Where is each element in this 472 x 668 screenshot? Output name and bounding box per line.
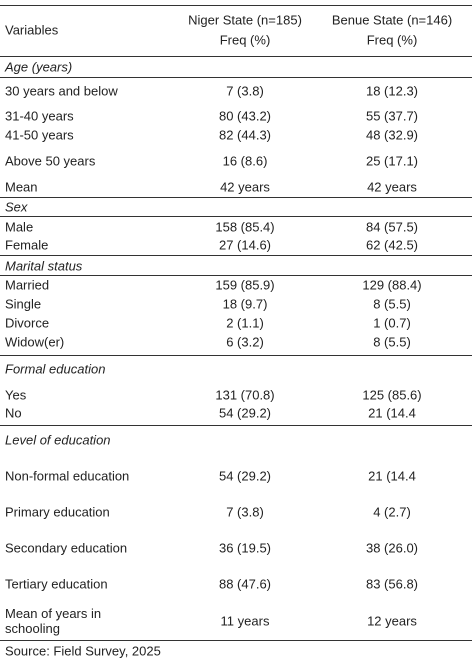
cell: 27 (14.6) [218,237,272,253]
cell: 80 (43.2) [218,108,272,124]
row-label: Mean of years in schooling [5,606,102,636]
row-label: No [5,405,22,421]
row-label: Secondary education [5,540,128,556]
section-title: Level of education [5,432,111,448]
cell: 2 (1.1) [226,315,264,331]
section-title: Formal education [5,361,106,377]
cell: 18 (12.3) [365,83,419,99]
cell: 125 (85.6) [362,387,422,403]
cell: 21 (14.4 [368,468,416,484]
section-title: Marital status [5,258,83,274]
column-header: Variables [5,22,59,38]
cell: 38 (26.0) [365,540,419,556]
rule [0,216,472,217]
cell: 36 (19.5) [218,540,272,556]
rule [0,640,472,641]
cell: 7 (3.8) [226,504,264,520]
row-label: 41-50 years [5,127,74,143]
cell: 82 (44.3) [218,127,272,143]
cell: 8 (5.5) [373,296,411,312]
column-header: Niger State (n=185) [188,12,302,28]
cell: 42 years [220,179,270,195]
cell: 54 (29.2) [218,405,272,421]
row-label: Mean [5,179,38,195]
row-label: Male [5,219,34,235]
cell: 11 years [220,613,270,629]
cell: 42 years [367,179,417,195]
cell: 131 (70.8) [215,387,275,403]
row-label: Divorce [5,315,50,331]
section-title: Age (years) [5,59,73,75]
cell: 62 (42.5) [365,237,419,253]
cell: 6 (3.2) [226,334,264,350]
column-subheader: Freq (%) [366,32,418,48]
row-label: Widow(er) [5,334,65,350]
cell: 48 (32.9) [365,127,419,143]
row-label: Yes [5,387,27,403]
row-label: 31-40 years [5,108,74,124]
column-subheader: Freq (%) [219,32,271,48]
cell: 21 (14.4 [368,405,416,421]
rule [0,197,472,198]
row-label: Female [5,237,49,253]
column-header: Benue State (n=146) [331,12,453,28]
cell: 12 years [367,613,417,629]
cell: 4 (2.7) [373,504,411,520]
cell: 25 (17.1) [365,153,419,169]
rule [0,255,472,256]
section-title: Sex [5,199,28,215]
row-label: Primary education [5,504,110,520]
source-note: Source: Field Survey, 2025 [5,643,161,659]
rule [0,275,472,276]
row-label: Above 50 years [5,153,96,169]
cell: 1 (0.7) [373,315,411,331]
cell: 84 (57.5) [365,219,419,235]
cell: 18 (9.7) [222,296,268,312]
rule [0,56,472,57]
rule [0,425,472,426]
row-label: Non-formal education [5,468,130,484]
rule [0,5,472,6]
cell: 129 (88.4) [362,277,422,293]
cell: 159 (85.9) [215,277,275,293]
cell: 7 (3.8) [226,83,264,99]
rule [0,355,472,356]
row-label: 30 years and below [5,83,118,99]
cell: 54 (29.2) [218,468,272,484]
row-label: Married [5,277,50,293]
cell: 88 (47.6) [218,576,272,592]
cell: 16 (8.6) [222,153,268,169]
cell: 55 (37.7) [365,108,419,124]
cell: 8 (5.5) [373,334,411,350]
row-label: Tertiary education [5,576,108,592]
rule [0,77,472,78]
row-label: Single [5,296,42,312]
cell: 83 (56.8) [365,576,419,592]
cell: 158 (85.4) [215,219,275,235]
